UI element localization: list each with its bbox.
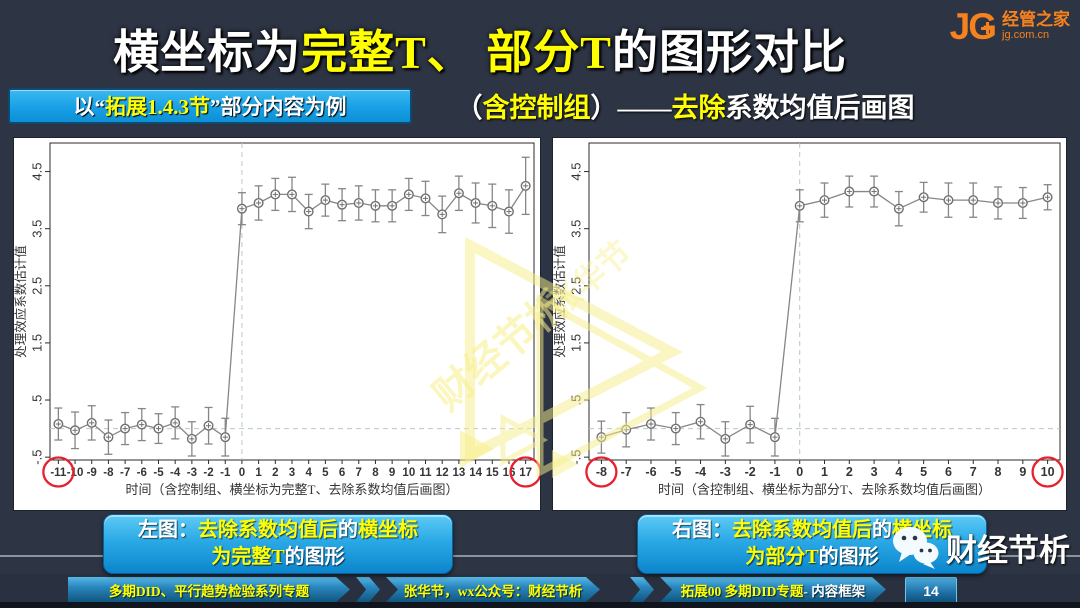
slide-title: 横坐标为完整T、 部分T的图形对比: [113, 27, 847, 78]
svg-text:0: 0: [796, 465, 803, 479]
jg-logo-text: 经管之家 jg.com.cn: [1002, 11, 1070, 42]
svg-text:7: 7: [356, 467, 362, 479]
caption-line: 左图：去除系数均值后的横坐标: [138, 519, 418, 541]
svg-text:-8: -8: [103, 467, 114, 479]
svg-text:处理效应系数估计值: 处理效应系数估计值: [553, 245, 567, 358]
svg-text:时间（含控制组、横坐标为完整T、去除系数均值后画图）: 时间（含控制组、横坐标为完整T、去除系数均值后画图）: [126, 482, 459, 497]
svg-text:12: 12: [436, 467, 449, 479]
svg-text:-5: -5: [153, 467, 164, 479]
svg-text:15: 15: [486, 467, 499, 479]
logo-domain: jg.com.cn: [1002, 28, 1050, 41]
svg-text:3.5: 3.5: [568, 220, 583, 238]
wechat-account-name: 财经节析: [946, 532, 1070, 568]
bottom-strip: [0, 602, 1080, 608]
svg-text:-1: -1: [220, 467, 231, 479]
svg-text:2.5: 2.5: [568, 277, 583, 295]
example-note-box: 以“ 拓展1.4.3节 ”部分内容为例: [8, 88, 412, 124]
svg-text:6: 6: [945, 465, 952, 479]
svg-text:10: 10: [1041, 465, 1055, 479]
svg-text:-4: -4: [695, 465, 706, 479]
svg-text:9: 9: [389, 467, 395, 479]
svg-text:1: 1: [255, 467, 262, 479]
svg-text:9: 9: [1019, 465, 1026, 479]
right-chart-panel: -.5 .5 1.5 2.5 3.5 4.5 -8 -7 -6 -5 -4 -3 -2 -1 0 1 2 3 4 5 6…: [552, 138, 1066, 510]
svg-text:-8: -8: [596, 465, 607, 479]
svg-text:.5: .5: [568, 395, 583, 406]
svg-text:-3: -3: [187, 467, 197, 479]
wechat-badge: 财经节析: [890, 524, 1070, 570]
svg-text:-.5: -.5: [568, 450, 583, 465]
chevron-icon: [356, 577, 380, 602]
svg-text:-5: -5: [670, 465, 681, 479]
svg-text:处理效应系数估计值: 处理效应系数估计值: [14, 245, 28, 358]
footer-banner-author: 张华节，wx公众号：财经节析: [386, 577, 600, 602]
svg-text:-1: -1: [769, 465, 780, 479]
svg-text:0: 0: [239, 467, 245, 479]
logo-name: 经管之家: [1002, 9, 1070, 29]
svg-text:2.5: 2.5: [29, 277, 44, 295]
wechat-icon: [893, 527, 939, 569]
svg-text:8: 8: [372, 467, 379, 479]
svg-text:.5: .5: [29, 395, 44, 406]
svg-text:5: 5: [920, 465, 927, 479]
svg-text:1.5: 1.5: [568, 334, 583, 352]
svg-text:14: 14: [469, 467, 482, 479]
svg-text:4.5: 4.5: [568, 163, 583, 181]
svg-text:6: 6: [339, 467, 345, 479]
footer-bar: 多期DID、平行趋势检验系列专题 张华节，wx公众号：财经节析 拓展00 多期D…: [0, 574, 1080, 604]
separator-line: [0, 555, 1080, 557]
svg-text:3.5: 3.5: [29, 220, 44, 238]
svg-text:-11: -11: [50, 467, 67, 479]
footer-banner-series: 多期DID、平行趋势检验系列专题: [68, 577, 350, 602]
plus-icon: [981, 22, 993, 34]
svg-text:8: 8: [995, 465, 1002, 479]
svg-text:2: 2: [846, 465, 853, 479]
svg-text:-10: -10: [67, 467, 84, 479]
svg-text:-4: -4: [170, 467, 181, 479]
svg-text:-7: -7: [120, 467, 130, 479]
svg-text:-.5: -.5: [29, 450, 44, 465]
svg-text:13: 13: [452, 467, 465, 479]
svg-text:-3: -3: [720, 465, 731, 479]
jg-logo-mark: JG: [949, 6, 997, 47]
right-coefficient-chart: -.5 .5 1.5 2.5 3.5 4.5 -8 -7 -6 -5 -4 -3 -2 -1 0 1 2 3 4 5 6…: [552, 142, 1064, 497]
svg-text:-2: -2: [203, 467, 213, 479]
left-coefficient-chart: -.5.51.52.53.54.5-11 -10 -9 -8 -7 -6 -5 -4 -3 -2-…: [13, 142, 542, 497]
svg-text:-6: -6: [645, 465, 656, 479]
svg-text:-2: -2: [745, 465, 756, 479]
svg-text:11: 11: [419, 467, 432, 479]
jg-logo: JG 经管之家 jg.com.cn: [950, 8, 1070, 45]
svg-text:4: 4: [305, 467, 312, 479]
svg-text:1: 1: [821, 465, 828, 479]
svg-text:3: 3: [871, 465, 878, 479]
svg-text:3: 3: [289, 467, 295, 479]
svg-text:16: 16: [503, 467, 516, 479]
slide-subtitle: （含控制组）——去除系数均值后画图: [455, 93, 915, 123]
svg-text:-9: -9: [87, 467, 97, 479]
svg-text:5: 5: [322, 467, 329, 479]
page-number: 14: [905, 577, 957, 604]
svg-text:-7: -7: [621, 465, 632, 479]
svg-text:时间（含控制组、横坐标为部分T、去除系数均值后画图）: 时间（含控制组、横坐标为部分T、去除系数均值后画图）: [658, 482, 991, 497]
svg-text:7: 7: [970, 465, 977, 479]
svg-text:4: 4: [895, 465, 902, 479]
svg-text:10: 10: [402, 467, 415, 479]
svg-text:2: 2: [272, 467, 278, 479]
chevron-icon: [630, 577, 654, 602]
svg-text:-6: -6: [137, 467, 147, 479]
left-chart-panel: -.5.5 1.5 2.5 3.5 4.5 -11 -10 -9 -8 -7 -6 -5 -4 -3 -2-…: [13, 138, 542, 510]
footer-banner-topic: 拓展00 多期DID专题 - 内容框架: [660, 577, 886, 602]
svg-text:1.5: 1.5: [29, 334, 44, 352]
svg-text:4.5: 4.5: [29, 163, 44, 181]
caption-line: 为部分T的图形: [745, 546, 879, 568]
caption-line: 为完整T的图形: [211, 546, 345, 568]
svg-text:17: 17: [519, 467, 532, 479]
left-chart-caption: 左图：去除系数均值后的横坐标 为完整T的图形: [103, 514, 453, 574]
